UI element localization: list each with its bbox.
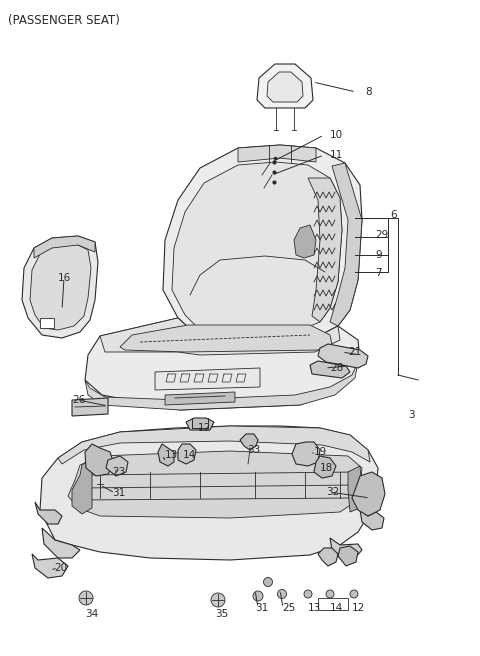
Polygon shape — [178, 444, 196, 464]
Circle shape — [96, 480, 105, 489]
Circle shape — [299, 234, 301, 237]
Polygon shape — [318, 548, 338, 566]
Circle shape — [350, 590, 358, 598]
Text: 7: 7 — [375, 268, 382, 278]
Circle shape — [299, 241, 301, 243]
Polygon shape — [310, 361, 350, 378]
Polygon shape — [106, 456, 128, 476]
Circle shape — [58, 288, 62, 292]
Text: 25: 25 — [282, 603, 295, 613]
Ellipse shape — [236, 480, 260, 496]
Polygon shape — [34, 236, 95, 258]
Text: 13: 13 — [165, 450, 178, 460]
Circle shape — [304, 241, 308, 243]
Circle shape — [304, 247, 308, 251]
Text: 31: 31 — [255, 603, 268, 613]
Polygon shape — [165, 392, 235, 405]
Circle shape — [299, 247, 301, 251]
Circle shape — [304, 590, 312, 598]
Polygon shape — [314, 456, 336, 478]
Polygon shape — [40, 318, 54, 328]
Polygon shape — [120, 325, 332, 352]
Text: 35: 35 — [215, 609, 228, 619]
Text: 14: 14 — [183, 450, 196, 460]
Polygon shape — [338, 546, 358, 566]
Text: 31: 31 — [112, 488, 125, 498]
Text: 6: 6 — [390, 210, 396, 220]
Polygon shape — [40, 426, 378, 560]
Polygon shape — [172, 162, 342, 334]
Polygon shape — [348, 466, 362, 512]
Text: 14: 14 — [330, 603, 343, 613]
Polygon shape — [352, 472, 385, 516]
Polygon shape — [238, 145, 316, 162]
Polygon shape — [360, 510, 384, 530]
Polygon shape — [158, 444, 174, 466]
Circle shape — [326, 590, 334, 598]
Text: 3: 3 — [408, 410, 415, 420]
Circle shape — [331, 351, 339, 359]
Polygon shape — [257, 64, 313, 108]
Text: 33: 33 — [247, 445, 260, 455]
Text: 26: 26 — [72, 395, 85, 405]
Polygon shape — [32, 554, 68, 578]
Text: 12: 12 — [198, 423, 211, 433]
Polygon shape — [35, 502, 62, 524]
Circle shape — [211, 593, 225, 607]
Text: (PASSENGER SEAT): (PASSENGER SEAT) — [8, 14, 120, 27]
Polygon shape — [163, 145, 362, 342]
Text: 28: 28 — [330, 363, 343, 373]
Text: 8: 8 — [365, 87, 372, 97]
Polygon shape — [318, 344, 368, 368]
Polygon shape — [85, 362, 358, 410]
Text: 10: 10 — [330, 130, 343, 140]
Text: 23: 23 — [112, 467, 125, 477]
Polygon shape — [308, 178, 342, 322]
Text: 11: 11 — [330, 150, 343, 160]
Polygon shape — [22, 236, 98, 338]
Circle shape — [364, 486, 376, 498]
Polygon shape — [267, 72, 303, 102]
Text: 19: 19 — [314, 447, 327, 457]
Polygon shape — [72, 398, 108, 416]
Text: 18: 18 — [320, 463, 333, 473]
Text: 20: 20 — [54, 563, 67, 573]
Text: 21: 21 — [348, 347, 361, 357]
Circle shape — [93, 457, 103, 467]
Polygon shape — [100, 318, 340, 355]
Circle shape — [264, 577, 273, 586]
Polygon shape — [42, 528, 80, 558]
Text: 13: 13 — [308, 603, 321, 613]
Ellipse shape — [188, 480, 212, 496]
Polygon shape — [240, 434, 258, 450]
Circle shape — [277, 590, 287, 598]
Text: 16: 16 — [58, 273, 71, 283]
Text: 12: 12 — [352, 603, 365, 613]
Circle shape — [55, 285, 65, 295]
Polygon shape — [58, 426, 370, 464]
Polygon shape — [330, 163, 362, 326]
Polygon shape — [330, 538, 362, 560]
Circle shape — [253, 591, 263, 601]
Text: 29: 29 — [375, 230, 388, 240]
Polygon shape — [85, 444, 114, 476]
Text: 32: 32 — [326, 487, 339, 497]
Polygon shape — [30, 244, 91, 330]
Polygon shape — [292, 442, 320, 466]
Text: 9: 9 — [375, 250, 382, 260]
Polygon shape — [68, 451, 362, 518]
Polygon shape — [294, 225, 316, 258]
Circle shape — [79, 591, 93, 605]
Polygon shape — [186, 418, 214, 430]
Polygon shape — [155, 368, 260, 390]
Text: 34: 34 — [85, 609, 98, 619]
Polygon shape — [72, 458, 92, 514]
Circle shape — [304, 234, 308, 237]
Polygon shape — [85, 318, 360, 410]
